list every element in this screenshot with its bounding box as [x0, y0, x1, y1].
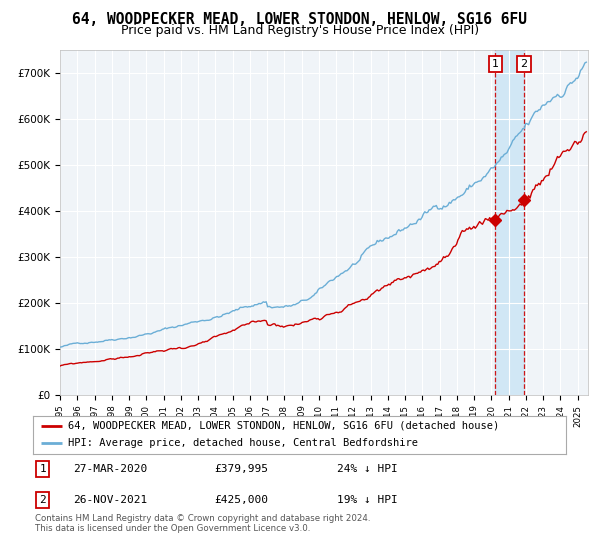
Text: 24% ↓ HPI: 24% ↓ HPI — [337, 464, 397, 474]
Text: 1: 1 — [492, 59, 499, 69]
Text: 27-MAR-2020: 27-MAR-2020 — [73, 464, 147, 474]
Text: £379,995: £379,995 — [214, 464, 268, 474]
Bar — [496, 50, 524, 395]
Text: 64, WOODPECKER MEAD, LOWER STONDON, HENLOW, SG16 6FU (detached house): 64, WOODPECKER MEAD, LOWER STONDON, HENL… — [68, 421, 499, 431]
Text: 2: 2 — [39, 495, 46, 505]
Text: HPI: Average price, detached house, Central Bedfordshire: HPI: Average price, detached house, Cent… — [68, 438, 418, 449]
Text: Contains HM Land Registry data © Crown copyright and database right 2024.
This d: Contains HM Land Registry data © Crown c… — [35, 514, 370, 534]
Text: £425,000: £425,000 — [214, 495, 268, 505]
Text: 64, WOODPECKER MEAD, LOWER STONDON, HENLOW, SG16 6FU: 64, WOODPECKER MEAD, LOWER STONDON, HENL… — [73, 12, 527, 27]
Text: Price paid vs. HM Land Registry's House Price Index (HPI): Price paid vs. HM Land Registry's House … — [121, 24, 479, 36]
Text: 19% ↓ HPI: 19% ↓ HPI — [337, 495, 397, 505]
Text: 1: 1 — [39, 464, 46, 474]
Text: 26-NOV-2021: 26-NOV-2021 — [73, 495, 147, 505]
Text: 2: 2 — [521, 59, 528, 69]
